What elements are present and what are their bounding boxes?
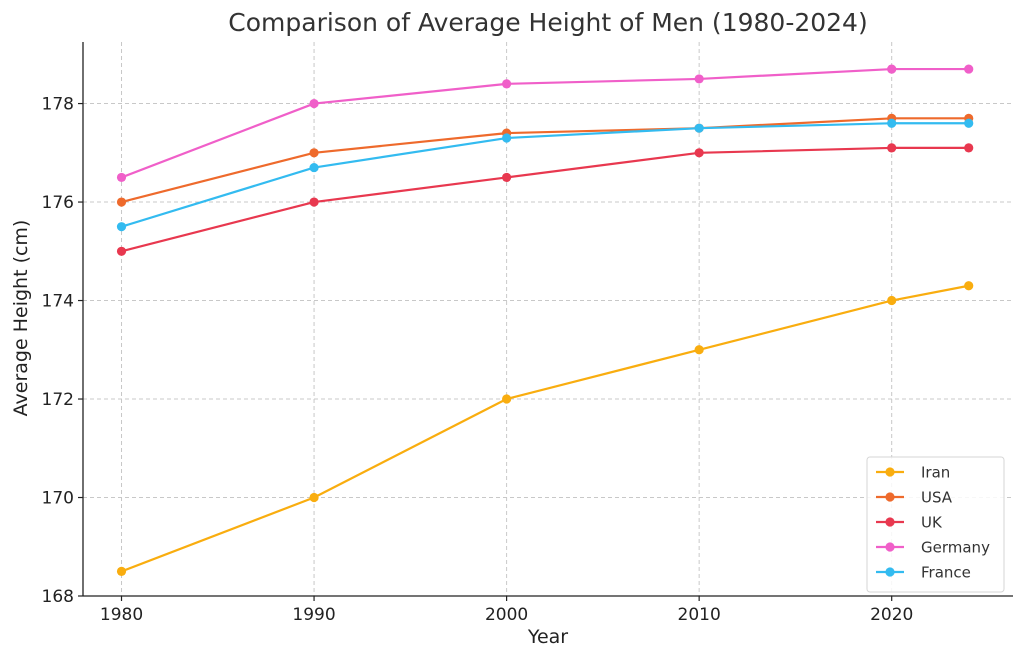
data-point-iran-2024 (964, 281, 974, 291)
data-point-iran-2020 (887, 295, 897, 306)
data-point-france-2010 (694, 123, 704, 133)
data-point-france-2020 (887, 118, 897, 128)
legend-marker-france (885, 567, 895, 577)
series-line-usa (121, 117, 969, 204)
x-tick-label-2010: 2010 (678, 605, 721, 625)
series-uk (116, 143, 974, 256)
grid (83, 42, 1013, 597)
series-line-uk (121, 146, 969, 253)
ticks: 1980 1990 2000 2010 2020 168 170 172 174 176 178 (42, 95, 914, 625)
data-point-iran-2000 (502, 394, 512, 404)
data-point-france-1990 (309, 162, 319, 173)
y-tick-label-176: 176 (42, 193, 74, 213)
data-point-uk-2000 (502, 172, 512, 183)
x-tick-label-2000: 2000 (485, 605, 528, 625)
data-point-germany-2000 (502, 79, 512, 89)
series-line-france (121, 122, 969, 228)
legend-marker-usa (885, 492, 895, 502)
legend-label-uk: UK (921, 514, 943, 532)
axes (82, 42, 1013, 597)
legend-item-germany: Germany (876, 539, 990, 557)
data-point-uk-2010 (694, 148, 704, 158)
data-point-germany-2010 (694, 74, 704, 84)
legend-marker-germany (885, 542, 895, 552)
data-point-iran-2010 (694, 345, 704, 355)
legend-item-france: France (876, 564, 971, 582)
data-point-france-2000 (502, 133, 512, 143)
series-france (116, 118, 974, 232)
y-tick-label-172: 172 (42, 390, 74, 410)
legend-marker-iran (885, 467, 895, 477)
data-point-iran-1980 (116, 566, 127, 576)
series-line-germany (121, 67, 969, 179)
data-point-france-1980 (116, 222, 127, 232)
legend-marker-uk (885, 517, 895, 527)
data-point-usa-1990 (309, 148, 319, 158)
series-usa (116, 113, 974, 207)
data-point-france-2024 (964, 118, 974, 128)
y-tick-label-168: 168 (42, 587, 74, 607)
legend-box (866, 456, 1005, 593)
legend-label-usa: USA (921, 489, 953, 507)
legend-label-germany: Germany (921, 539, 990, 557)
data-point-usa-1980 (116, 197, 127, 207)
legend: Iran USA UK Germany France (866, 456, 1005, 593)
data-point-germany-2024 (964, 64, 974, 74)
x-axis-label: Year (527, 626, 568, 648)
series-germany (116, 64, 974, 183)
series-iran (116, 281, 974, 576)
legend-item-uk: UK (876, 514, 943, 532)
data-point-germany-1980 (116, 172, 127, 183)
data-point-uk-2024 (964, 143, 974, 153)
data-point-iran-1990 (309, 492, 319, 503)
chart-title: Comparison of Average Height of Men (198… (228, 8, 867, 37)
data-point-germany-1990 (309, 98, 319, 109)
x-tick-label-1980: 1980 (100, 605, 143, 625)
legend-label-france: France (921, 564, 971, 582)
x-tick-label-1990: 1990 (292, 605, 335, 625)
data-point-uk-2020 (887, 143, 897, 153)
data-point-germany-2020 (887, 64, 897, 74)
legend-item-usa: USA (876, 489, 953, 507)
y-axis-label: Average Height (cm) (10, 220, 32, 417)
series-group (116, 64, 974, 576)
y-tick-label-178: 178 (42, 95, 74, 115)
series-line-iran (121, 284, 969, 573)
legend-item-iran: Iran (876, 464, 950, 482)
y-tick-label-170: 170 (42, 489, 74, 509)
x-tick-label-2020: 2020 (870, 605, 913, 625)
data-point-uk-1990 (309, 197, 319, 207)
y-tick-label-174: 174 (42, 292, 74, 312)
data-point-uk-1980 (116, 246, 127, 256)
legend-label-iran: Iran (921, 464, 950, 482)
